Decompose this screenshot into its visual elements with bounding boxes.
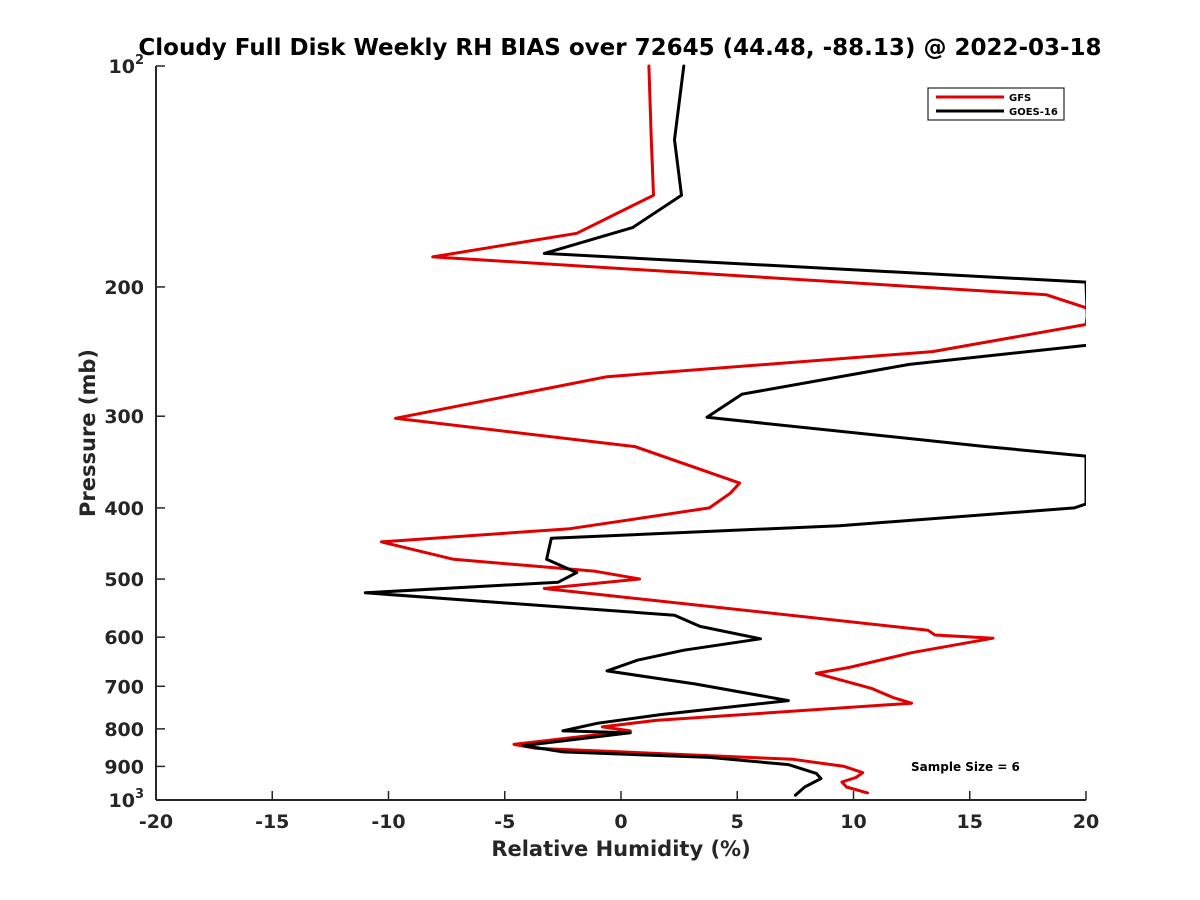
x-tick-label: 0 <box>614 811 627 833</box>
series-lines <box>363 64 1086 797</box>
x-tick-label: -5 <box>494 811 515 833</box>
x-tick-label: -10 <box>371 811 405 833</box>
x-axis-label: Relative Humidity (%) <box>491 837 750 861</box>
y-tick-label: 102 <box>109 53 145 78</box>
y-tick-label: 800 <box>104 719 144 741</box>
y-tick-label: 300 <box>104 406 144 428</box>
x-tick-label: -20 <box>139 811 173 833</box>
y-tick-label: 103 <box>109 787 145 812</box>
x-tick-label: 5 <box>731 811 744 833</box>
y-tick-exponent: 2 <box>135 53 144 68</box>
y-tick-label: 900 <box>104 756 144 778</box>
series-line-goes16 <box>363 64 1086 797</box>
y-tick-label: 600 <box>104 627 144 649</box>
y-tick-label: 200 <box>104 277 144 299</box>
legend-label-gfs: GFS <box>1009 93 1031 104</box>
x-tick-label: -15 <box>255 811 289 833</box>
y-axis-label: Pressure (mb) <box>76 349 100 517</box>
sample-size-annotation: Sample Size = 6 <box>911 760 1020 774</box>
y-tick-base: 10 <box>109 790 135 812</box>
y-tick-exponent: 3 <box>135 787 144 802</box>
y-tick-base: 10 <box>109 56 135 78</box>
chart-title: Cloudy Full Disk Weekly RH BIAS over 726… <box>138 35 1101 61</box>
x-axis-ticks: -20 -15 -10 -5 0 5 10 15 20 <box>139 791 1099 833</box>
plot-area <box>363 64 1086 797</box>
y-tick-label: 500 <box>104 569 144 591</box>
x-tick-label: 15 <box>957 811 983 833</box>
legend-box <box>927 87 1065 121</box>
legend-label-goes16: GOES-16 <box>1009 107 1058 118</box>
x-tick-label: 10 <box>840 811 866 833</box>
y-tick-label: 400 <box>104 498 144 520</box>
x-tick-label: 20 <box>1073 811 1099 833</box>
legend: GFS GOES-16 <box>927 87 1065 121</box>
y-tick-label: 700 <box>104 676 144 698</box>
